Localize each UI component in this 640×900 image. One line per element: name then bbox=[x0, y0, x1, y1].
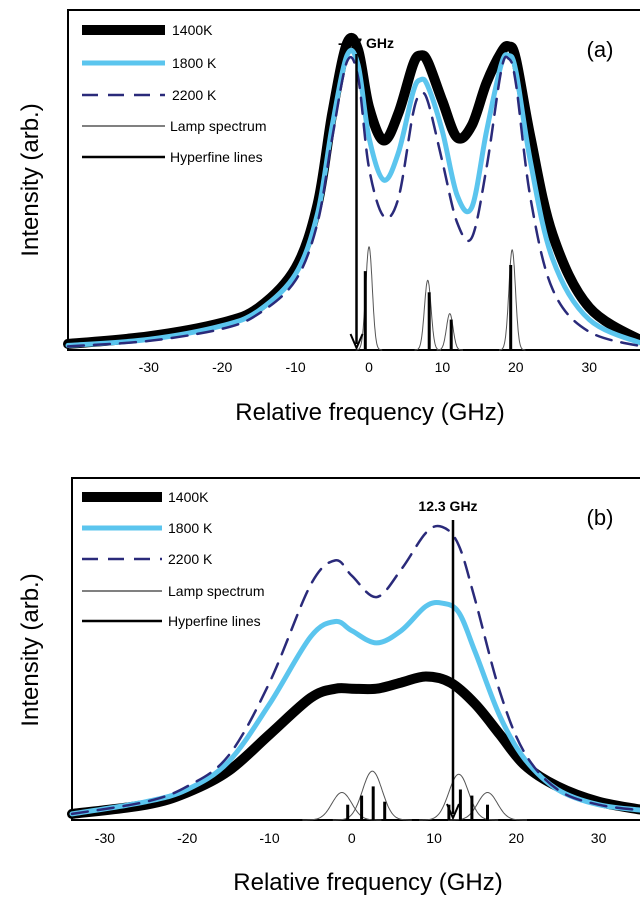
x-tick-label: 20 bbox=[508, 359, 524, 375]
marker-label: 12.3 GHz bbox=[418, 498, 477, 514]
lamp-peak-2 bbox=[332, 770, 412, 821]
x-tick-label: 20 bbox=[509, 830, 525, 846]
lamp-peak-1 bbox=[355, 246, 383, 351]
legend: 1400K 1800 K 2200 K Lamp spectrum Hyperf… bbox=[82, 22, 266, 165]
x-tick-label: 0 bbox=[365, 359, 373, 375]
x-tick-label: 10 bbox=[426, 830, 442, 846]
lamp-peak-1 bbox=[302, 791, 382, 821]
panel-a: -30 -20 -10 0 10 20 30 -1.7 GHz (a) 1400K 1800… bbox=[17, 9, 640, 426]
marker-arrowhead bbox=[446, 803, 460, 821]
lamp-layer bbox=[302, 770, 527, 821]
series-layer bbox=[67, 524, 640, 819]
x-tick-label: -20 bbox=[212, 359, 232, 375]
series-line-2200k bbox=[66, 55, 640, 348]
lamp-peak-3 bbox=[419, 773, 499, 821]
panel-b: -30 -20 -10 0 10 20 30 12.3 GHz (b) 1400K 1800… bbox=[17, 477, 640, 896]
x-tick-label: -30 bbox=[95, 830, 115, 846]
legend-label-1800k: 1800 K bbox=[168, 520, 213, 536]
y-axis-label: Intensity (arb.) bbox=[17, 573, 44, 726]
series-line-1800k bbox=[69, 600, 640, 817]
lamp-peak-2 bbox=[414, 279, 442, 351]
lamp-peak-4 bbox=[498, 249, 526, 351]
x-tick-label: 10 bbox=[435, 359, 451, 375]
legend-label-hyperfine: Hyperfine lines bbox=[170, 149, 263, 165]
panel-label: (a) bbox=[587, 37, 614, 62]
legend: 1400K 1800 K 2200 K Lamp spectrum Hyperf… bbox=[82, 489, 264, 629]
x-tick-label: 0 bbox=[348, 830, 356, 846]
marker-group bbox=[446, 520, 460, 821]
panel-label: (b) bbox=[587, 505, 614, 530]
x-tick-label: -10 bbox=[285, 359, 305, 375]
x-tick-label: 30 bbox=[582, 359, 598, 375]
x-tick-label: -20 bbox=[177, 830, 197, 846]
hyperfine-layer bbox=[346, 786, 489, 820]
plot-frame bbox=[71, 477, 640, 821]
legend-label-2200k: 2200 K bbox=[168, 551, 213, 567]
x-tick-label: -30 bbox=[139, 359, 159, 375]
legend-label-1400k: 1400K bbox=[168, 489, 209, 505]
x-ticks: -30 -20 -10 0 10 20 30 bbox=[139, 359, 598, 375]
hyperfine-layer bbox=[363, 265, 513, 350]
x-ticks: -30 -20 -10 0 10 20 30 bbox=[95, 830, 607, 846]
y-axis-label: Intensity (arb.) bbox=[17, 103, 44, 256]
marker-label: -1.7 GHz bbox=[338, 35, 394, 51]
legend-label-2200k: 2200 K bbox=[172, 87, 217, 103]
series-line-1400k bbox=[67, 671, 640, 819]
series-layer bbox=[63, 32, 640, 349]
legend-label-lamp: Lamp spectrum bbox=[168, 583, 264, 599]
legend-label-lamp: Lamp spectrum bbox=[170, 118, 266, 134]
x-tick-label: -10 bbox=[259, 830, 279, 846]
series-line-2200k bbox=[70, 524, 640, 816]
x-tick-label: 30 bbox=[591, 830, 607, 846]
series-line-1800k bbox=[65, 47, 640, 348]
x-axis-label: Relative frequency (GHz) bbox=[233, 869, 502, 895]
marker-group bbox=[349, 54, 364, 351]
x-axis-label: Relative frequency (GHz) bbox=[235, 399, 504, 426]
legend-label-1800k: 1800 K bbox=[172, 55, 217, 71]
lamp-peak-3 bbox=[436, 313, 463, 351]
series-line-1400k bbox=[63, 32, 640, 349]
marker-arrowhead bbox=[349, 333, 364, 351]
legend-label-hyperfine: Hyperfine lines bbox=[168, 613, 261, 629]
lamp-layer bbox=[355, 246, 526, 351]
legend-label-1400k: 1400K bbox=[172, 22, 213, 38]
